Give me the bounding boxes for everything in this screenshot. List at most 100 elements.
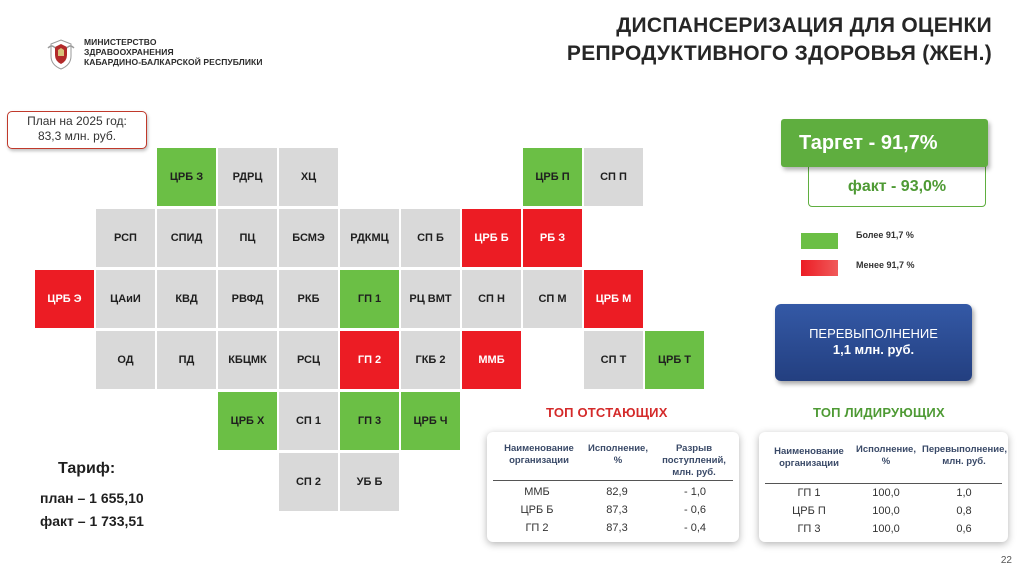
org-cell: КБЦМК <box>218 331 277 389</box>
org-label: ЦРБ М <box>595 292 632 305</box>
page-title: ДИСПАНСЕРИЗАЦИЯ ДЛЯ ОЦЕНКИ РЕПРОДУКТИВНО… <box>432 12 992 68</box>
org-cell: СП П <box>584 148 643 206</box>
lagging-header-divider <box>493 480 733 481</box>
org-label: ГП 1 <box>357 292 382 305</box>
org-cell: ГП 2 <box>340 331 399 389</box>
leading-cell: 0,6 <box>956 523 972 535</box>
lagging-cell: 82,9 <box>606 486 628 498</box>
org-cell: ОД <box>96 331 155 389</box>
org-cell: РСЦ <box>279 331 338 389</box>
org-cell: СП 1 <box>279 392 338 450</box>
org-label: ГКБ 2 <box>415 353 446 366</box>
org-cell: СП М <box>523 270 582 328</box>
leading-header-divider <box>765 483 1002 484</box>
lagging-cell: - 0,4 <box>683 522 706 534</box>
org-label: РСЦ <box>296 353 321 366</box>
org-label: СП 1 <box>295 414 322 427</box>
leading-table: Наименование организации Исполнение, % П… <box>759 432 1008 542</box>
org-cell: РДКМЦ <box>340 209 399 267</box>
legend-below-label: Менее 91,7 % <box>856 260 915 270</box>
org-label: ЦРБ З <box>169 170 204 183</box>
legend-green-swatch <box>801 233 838 249</box>
org-label: СП 2 <box>295 475 322 488</box>
org-label: ОД <box>117 353 134 366</box>
lagging-header-name: Наименование организации <box>504 443 574 466</box>
leading-cell: ГП 1 <box>797 487 821 499</box>
org-cell: РЦ ВМТ <box>401 270 460 328</box>
org-cell: РДРЦ <box>218 148 277 206</box>
ministry-line: КАБАРДИНО-БАЛКАРСКОЙ РЕСПУБЛИКИ <box>84 57 263 67</box>
tarif-fact: факт – 1 733,51 <box>40 513 144 529</box>
org-cell: ПЦ <box>218 209 277 267</box>
org-cell: РБ З <box>523 209 582 267</box>
plan-label: План на 2025 год: <box>27 114 127 128</box>
org-cell: КВД <box>157 270 216 328</box>
tarif-title: Тариф: <box>58 460 116 477</box>
leading-title: ТОП ЛИДИРУЮЩИХ <box>813 405 945 420</box>
org-label: РВФД <box>231 292 264 305</box>
org-cell: РВФД <box>218 270 277 328</box>
org-label: ПД <box>178 353 195 366</box>
org-label: ЦРБ Т <box>657 353 692 366</box>
leading-header-name: Наименование организации <box>774 446 844 469</box>
page-title-line: РЕПРОДУКТИВНОГО ЗДОРОВЬЯ (ЖЕН.) <box>566 42 992 65</box>
ministry-line: ЗДРАВООХРАНЕНИЯ <box>84 47 174 57</box>
ministry-line: МИНИСТЕРСТВО <box>84 37 157 47</box>
lagging-cell: ГП 2 <box>525 522 549 534</box>
legend-above-label: Более 91,7 % <box>856 230 914 240</box>
fact-text: факт - 93,0% <box>847 177 947 195</box>
org-cell: СП 2 <box>279 453 338 511</box>
fact-box: факт - 93,0% <box>808 160 986 207</box>
leading-header-over: Перевыполнение, млн. руб. <box>922 444 1008 467</box>
org-cell: ЦАиИ <box>96 270 155 328</box>
lagging-cell: ММБ <box>524 486 550 498</box>
org-cell: ГП 3 <box>340 392 399 450</box>
org-label: ГП 3 <box>357 414 382 427</box>
tarif-plan: план – 1 655,10 <box>40 490 144 506</box>
org-label: ХЦ <box>300 170 317 183</box>
org-label: СП П <box>600 170 627 183</box>
leading-cell: 1,0 <box>956 487 972 499</box>
org-label: ПЦ <box>239 231 256 244</box>
leading-cell: 100,0 <box>872 487 900 499</box>
org-cell: УБ Б <box>340 453 399 511</box>
org-cell: БСМЭ <box>279 209 338 267</box>
lagging-cell: - 1,0 <box>683 486 706 498</box>
lagging-header-gap: Разрыв поступлений, млн. руб. <box>662 443 726 478</box>
org-cell: ЦРБ Х <box>218 392 277 450</box>
org-cell: ХЦ <box>279 148 338 206</box>
org-label: ММБ <box>478 353 505 366</box>
org-cell: ЦРБ Э <box>35 270 94 328</box>
org-label: СПИД <box>170 231 203 244</box>
org-label: ЦРБ Ч <box>413 414 448 427</box>
org-label: РДРЦ <box>232 170 263 183</box>
org-cell: ПД <box>157 331 216 389</box>
page-number: 22 <box>1000 555 1012 566</box>
leading-cell: ЦРБ П <box>792 505 826 517</box>
lagging-header-exec: Исполнение, % <box>588 443 648 466</box>
org-cell: ММБ <box>462 331 521 389</box>
org-label: СП Н <box>478 292 505 305</box>
lagging-cell: 87,3 <box>606 504 628 516</box>
org-label: ЦРБ П <box>535 170 570 183</box>
legend-red-swatch <box>801 260 838 276</box>
org-label: УБ Б <box>356 475 383 488</box>
org-label: ЦРБ Х <box>230 414 265 427</box>
overfulfillment-label: ПЕРЕВЫПОЛНЕНИЕ <box>809 326 938 341</box>
org-cell: СП Т <box>584 331 643 389</box>
org-label: РЦ ВМТ <box>409 292 452 305</box>
org-cell: СПИД <box>157 209 216 267</box>
org-cell: ЦРБ М <box>584 270 643 328</box>
org-label: РСП <box>114 231 137 244</box>
lagging-cell: 87,3 <box>606 522 628 534</box>
org-label: КБЦМК <box>228 353 267 366</box>
plan-box: План на 2025 год: 83,3 млн. руб. <box>7 111 147 149</box>
org-label: КВД <box>175 292 198 305</box>
org-cell: РСП <box>96 209 155 267</box>
lagging-table: Наименование организации Исполнение, % Р… <box>487 432 739 542</box>
overfulfillment-box: ПЕРЕВЫПОЛНЕНИЕ 1,1 млн. руб. <box>775 304 972 381</box>
org-cell: ГП 1 <box>340 270 399 328</box>
org-label: ГП 2 <box>357 353 382 366</box>
org-cell: СП Б <box>401 209 460 267</box>
lagging-title: ТОП ОТСТАЮЩИХ <box>546 405 668 420</box>
